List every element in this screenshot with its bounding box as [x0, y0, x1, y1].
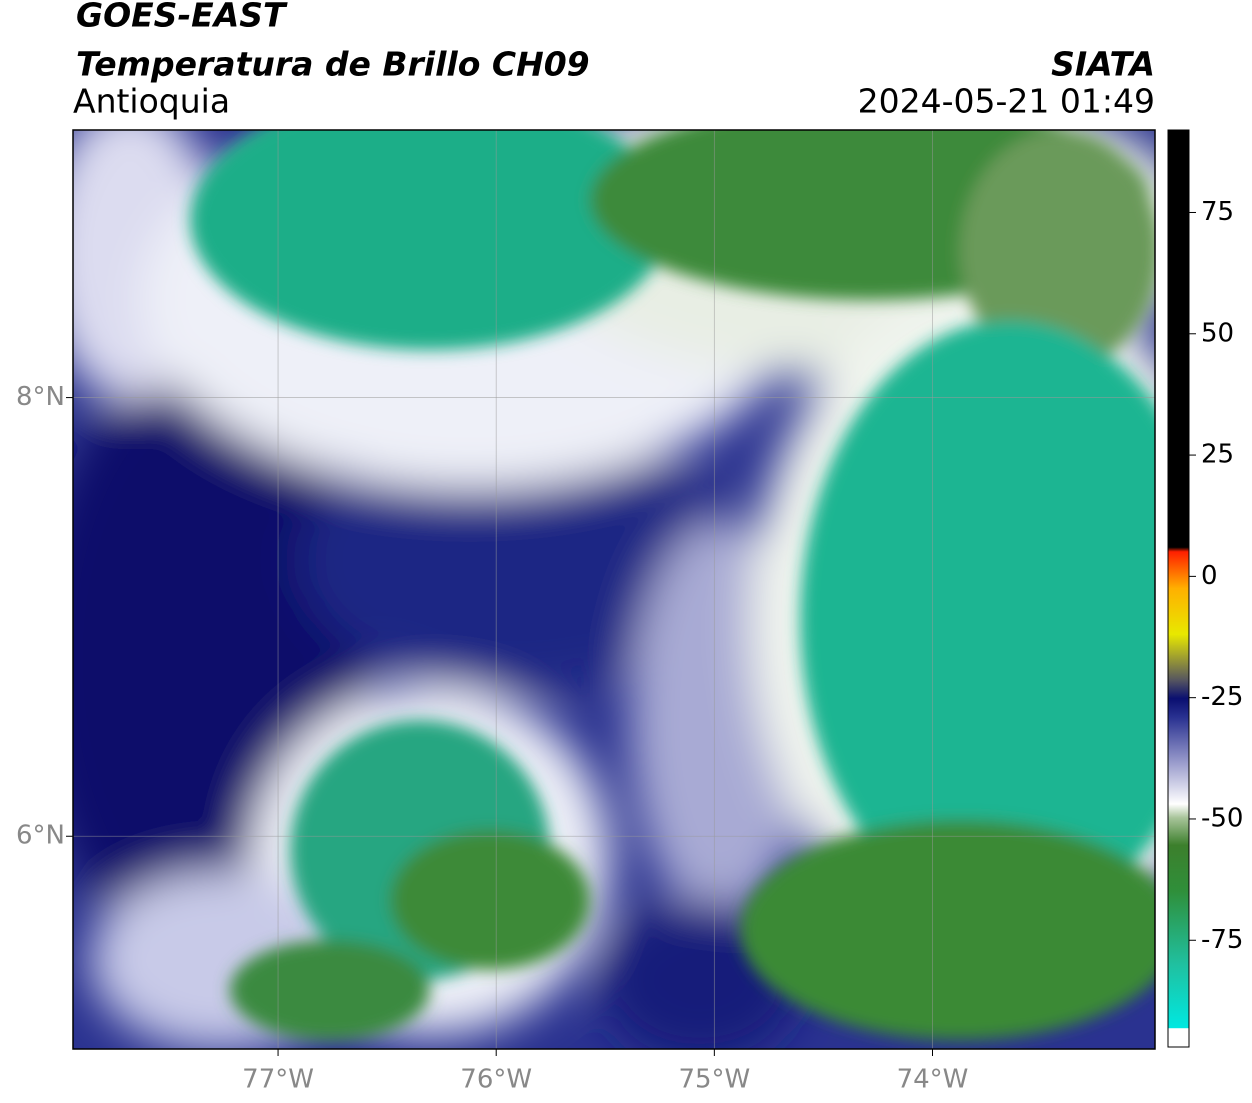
- colorbar-label: 75: [1201, 197, 1234, 227]
- colorbar-label: 50: [1201, 318, 1234, 348]
- colorbar-label: -25: [1201, 682, 1243, 712]
- timestamp: 2024-05-21 01:49: [858, 82, 1155, 121]
- subtitle: Temperatura de Brillo CH09: [76, 45, 590, 84]
- x-tick-label: 76°W: [460, 1065, 532, 1095]
- region: Antioquia: [73, 82, 230, 121]
- y-tick-label: 8°N: [16, 382, 65, 412]
- map-frame: [72, 129, 1156, 1050]
- colorbar-label: -75: [1201, 925, 1243, 955]
- source: SIATA: [1051, 45, 1155, 84]
- y-tick-label: 6°N: [16, 821, 65, 851]
- x-tick-label: 75°W: [678, 1065, 750, 1095]
- colorbar-label: 25: [1201, 440, 1234, 470]
- colorbar-label: 0: [1201, 561, 1218, 591]
- x-tick-label: 74°W: [897, 1065, 969, 1095]
- x-tick-label: 77°W: [242, 1065, 314, 1095]
- satellite-image: [73, 130, 1155, 1049]
- colorbar-label: -50: [1201, 803, 1243, 833]
- colorbar: [1167, 129, 1190, 1048]
- title: GOES-EAST: [76, 0, 288, 35]
